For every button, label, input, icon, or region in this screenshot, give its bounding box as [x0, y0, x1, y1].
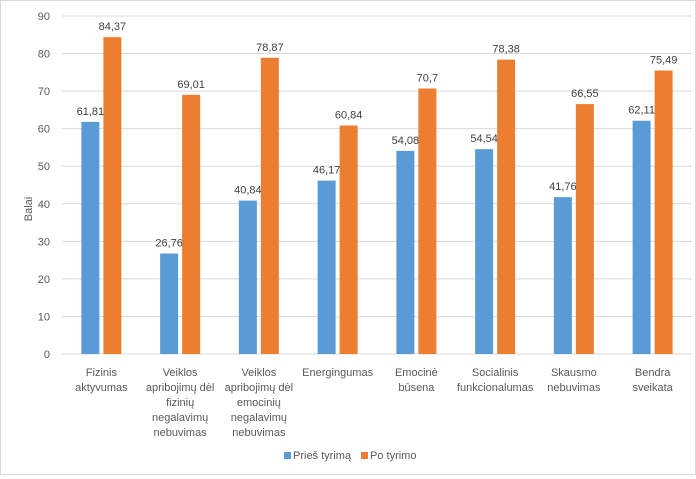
data-label-after: 69,01	[177, 79, 205, 91]
x-category-label: Skausmo nebuvimas	[547, 367, 601, 394]
bars	[81, 37, 673, 355]
data-label-after: 78,38	[492, 44, 520, 56]
data-label-before: 41,76	[549, 181, 577, 193]
bar-after	[497, 59, 516, 354]
bar-after	[260, 57, 279, 355]
y-tick-label: 20	[38, 274, 50, 286]
bar-before	[81, 121, 100, 354]
bar-before	[317, 180, 336, 354]
legend: Prieš tyrimą Po tyrimo	[284, 450, 416, 462]
x-category-label: Socialinis funkcionalumas	[457, 367, 534, 394]
data-label-before: 61,81	[77, 106, 105, 118]
y-tick-label: 70	[38, 86, 50, 98]
y-tick-label: 90	[38, 11, 50, 23]
bar-before	[396, 150, 415, 354]
data-label-before: 62,11	[628, 105, 655, 117]
bar-after	[339, 125, 358, 355]
data-label-before: 40,84	[234, 185, 262, 197]
bar-after	[575, 104, 594, 354]
x-category-label: Fizinis aktyvumas	[75, 367, 128, 394]
x-category-label: Veiklos apribojimų dėl fizinių negalavimų ne…	[146, 367, 214, 439]
gridlines	[62, 15, 692, 355]
bar-before	[238, 200, 257, 354]
legend-label-after: Po tyrimo	[370, 450, 416, 462]
x-axis-categories: Fizinis aktyvumas Veiklos apribojimų dėl fiz…	[75, 367, 674, 439]
bar-after	[418, 88, 437, 354]
data-label-after: 75,49	[650, 54, 678, 66]
data-labels: 61,81 84,37 26,76 69,01 40,84 78,87 46,17 60,84…	[77, 21, 678, 249]
legend-swatch-before	[284, 452, 291, 459]
legend-label-before: Prieš tyrimą	[293, 450, 352, 462]
y-tick-label: 10	[38, 311, 50, 323]
data-label-after: 60,84	[335, 110, 363, 122]
data-label-after: 66,55	[571, 88, 599, 100]
y-axis-ticks: 0 10 20 30 40 50 60 70 80 90	[38, 11, 50, 361]
y-tick-label: 60	[38, 124, 50, 136]
x-category-label: Bendra sveikata	[632, 367, 673, 394]
y-tick-label: 40	[38, 199, 50, 211]
bar-before	[475, 149, 494, 354]
data-label-before: 46,17	[313, 165, 341, 177]
data-label-after: 84,37	[99, 21, 127, 33]
data-label-after: 70,7	[417, 72, 438, 84]
legend-swatch-after	[361, 452, 368, 459]
x-category-label: Veiklos apribojimų dėl emocinių negalavimų n…	[225, 367, 293, 439]
data-label-before: 54,54	[470, 133, 498, 145]
x-category-label: Emocinė būsena	[395, 367, 438, 394]
x-category-label: Energingumas	[302, 367, 373, 379]
bar-after	[654, 70, 673, 355]
bar-after	[182, 94, 201, 355]
bar-before	[553, 197, 572, 354]
bar-after	[103, 37, 122, 355]
y-tick-label: 50	[38, 161, 50, 173]
data-label-after: 78,87	[256, 42, 284, 54]
y-tick-label: 80	[38, 49, 50, 61]
y-axis-label: Balai	[23, 197, 35, 221]
data-label-before: 26,76	[155, 238, 183, 250]
y-tick-label: 0	[44, 349, 50, 361]
bar-before	[632, 120, 651, 354]
data-label-before: 54,08	[392, 135, 420, 147]
bar-before	[160, 253, 179, 354]
y-tick-label: 30	[38, 236, 50, 248]
